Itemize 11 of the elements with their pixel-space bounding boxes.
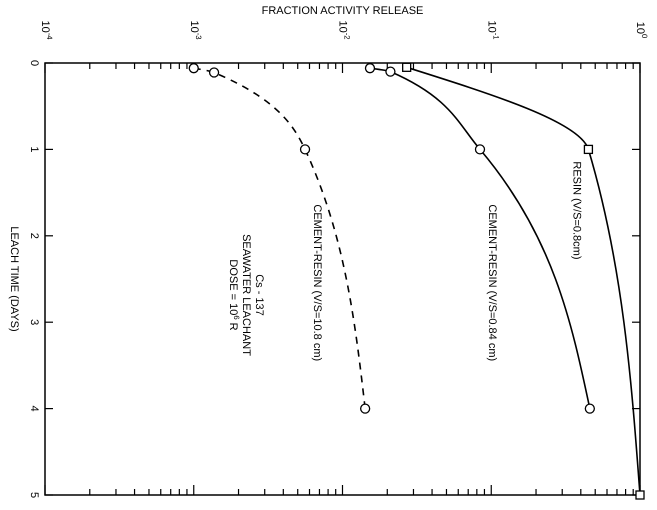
- text: RESIN (V/S=0.8cm): [570, 161, 582, 260]
- y-tick-label: 0: [28, 60, 40, 66]
- text: CEMENT-RESIN (V/S=10.8 cm): [311, 204, 324, 362]
- y-tick-label: 5: [28, 492, 40, 498]
- y-tick-label: 1: [28, 146, 40, 152]
- text: CEMENT-RESIN (V/S=0.84 cm): [486, 204, 498, 362]
- y-axis-title: LEACH TIME (DAYS): [8, 226, 20, 332]
- y-tick-label: 4: [28, 406, 40, 412]
- y-tick-label: 2: [28, 232, 40, 239]
- y-tick-label: 3: [28, 319, 40, 326]
- x-axis-title: FRACTION ACTIVITY RELEASE: [262, 5, 424, 17]
